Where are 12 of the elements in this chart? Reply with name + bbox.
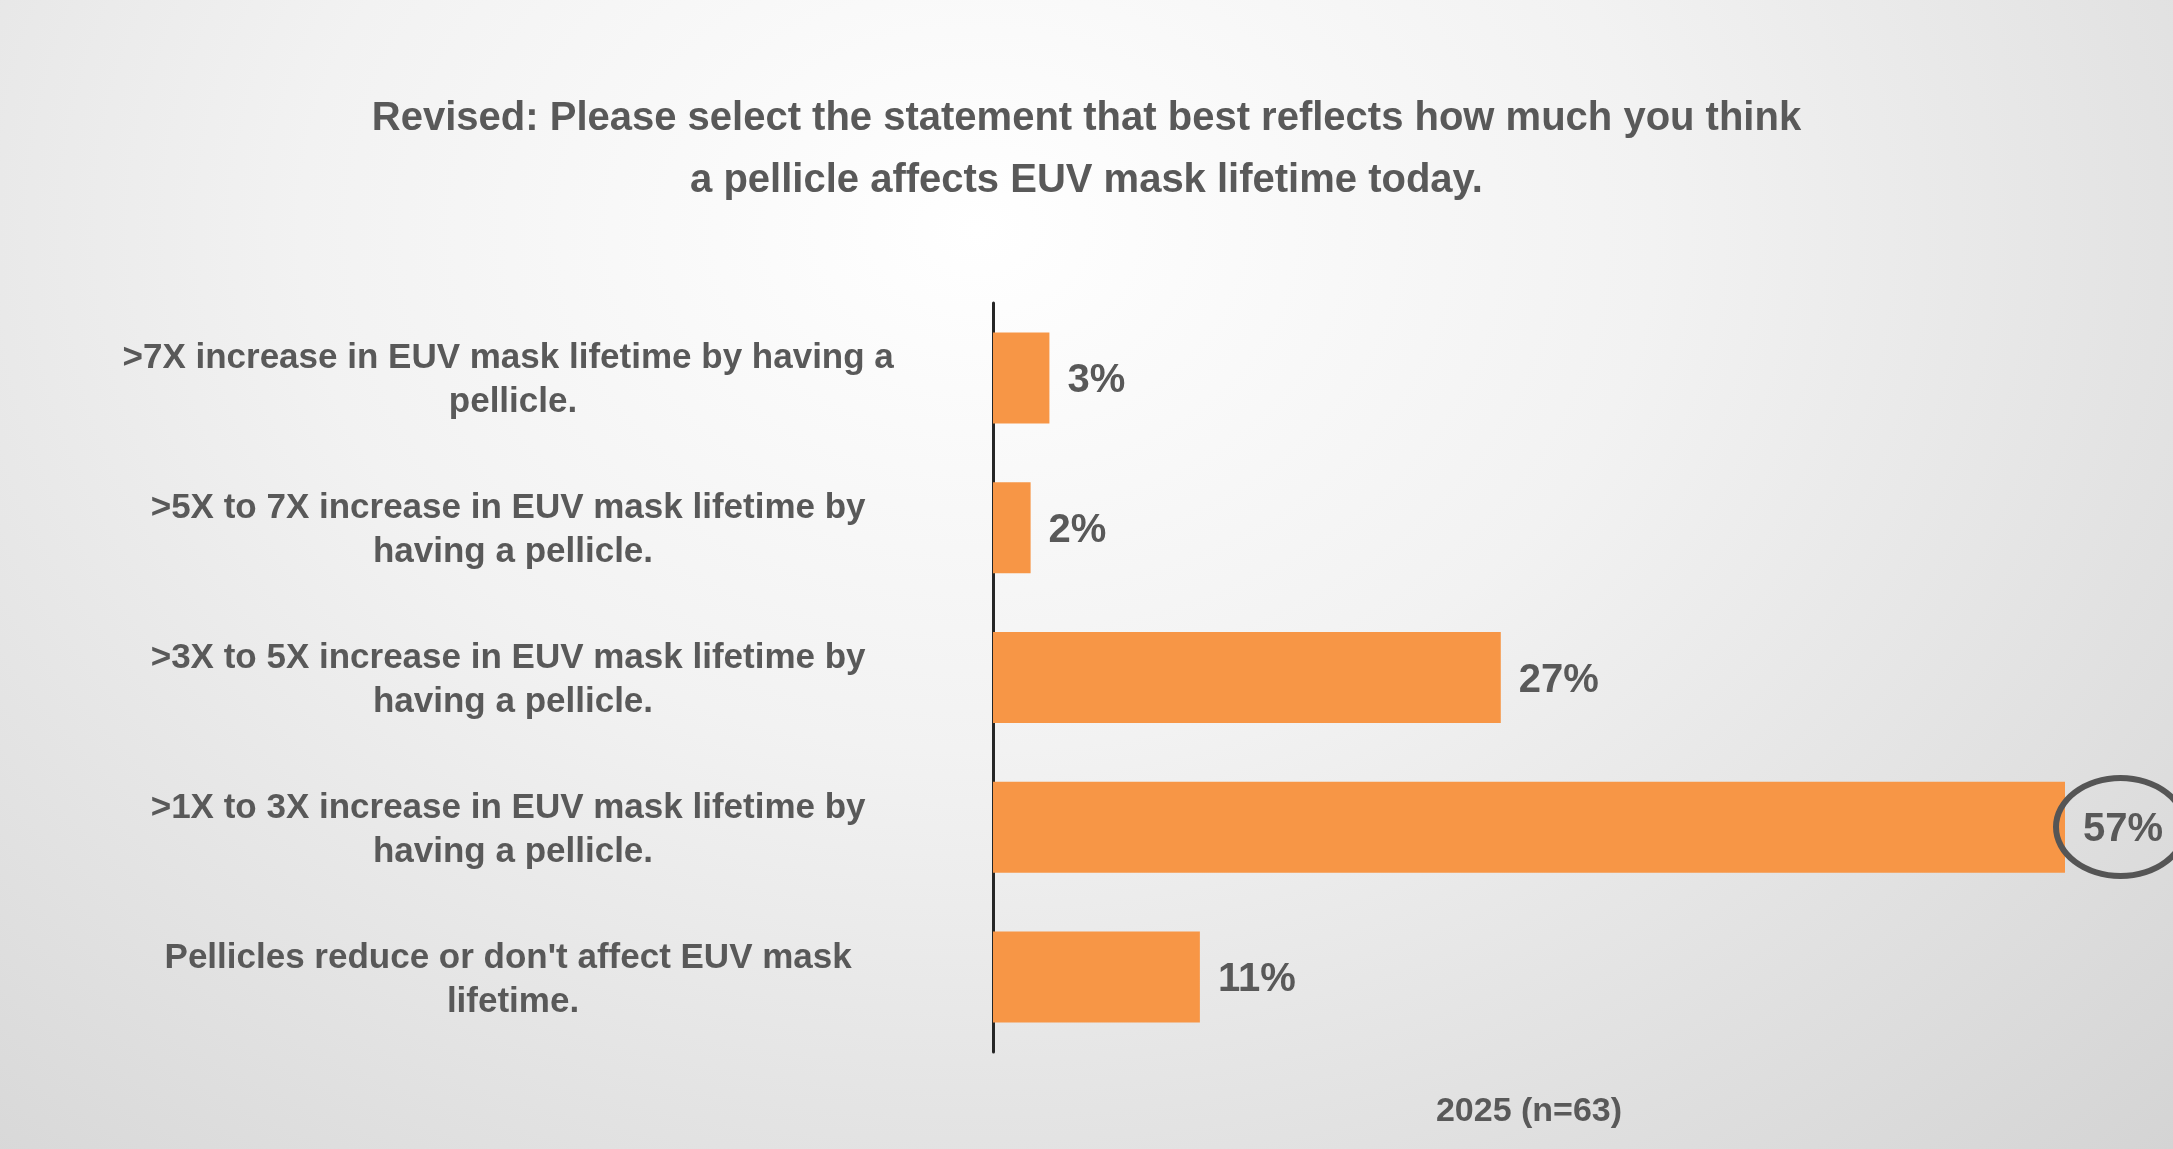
data-label: 2% — [1048, 505, 1107, 550]
data-label: 3% — [1067, 355, 1126, 400]
y-tick-label: >5X to 7X increase in EUV mask lifetime by having a pellicle. — [150, 486, 876, 570]
y-tick-label: Pellicles reduce or don't affect EUV mask lifetime. — [164, 935, 862, 1019]
data-label: 27% — [1518, 655, 1599, 700]
x-axis-title: 2025 (n=63) — [1435, 1090, 1623, 1128]
y-tick-label: >3X to 5X increase in EUV mask lifetime by having a pellicle. — [150, 636, 876, 719]
y-tick-label: >1X to 3X increase in EUV mask lifetime by having a pellicle. — [150, 785, 876, 869]
y-tick-label: >7X increase in EUV mask lifetime by having a pellicle. — [122, 336, 904, 420]
chart-title: Revised: Please select the statement that best reflects how much you think a pellicle affects EUV mask lifetime today. — [371, 94, 1802, 200]
data-label: 11% — [1217, 955, 1296, 1000]
data-label: 57% — [2083, 805, 2164, 850]
